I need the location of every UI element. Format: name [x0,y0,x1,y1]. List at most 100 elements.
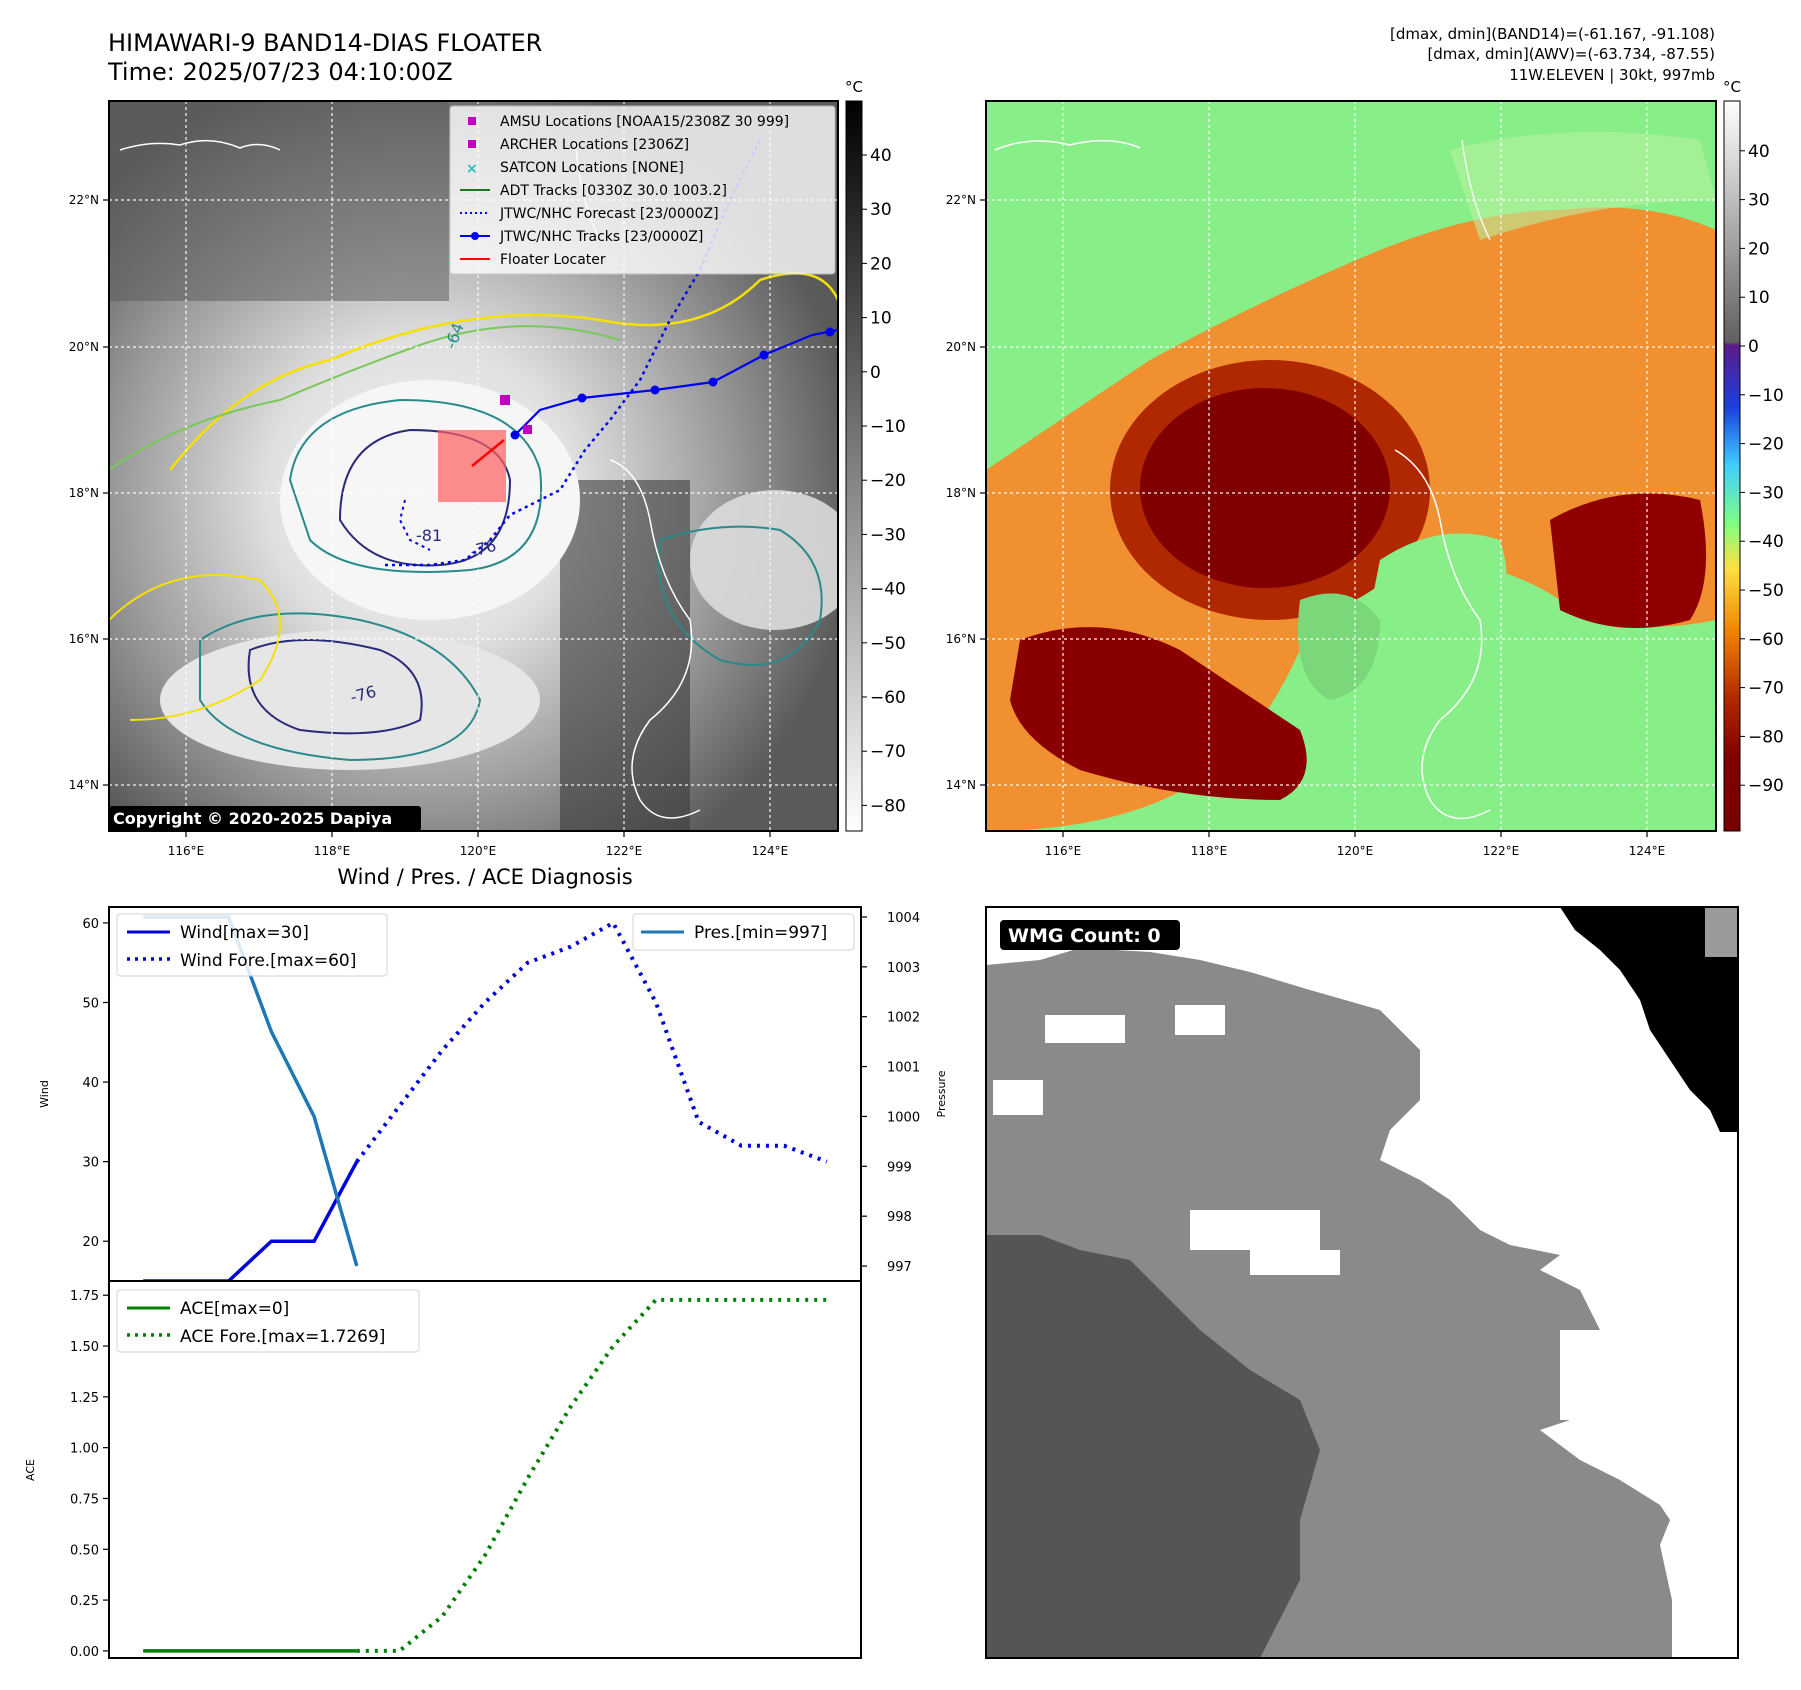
lat-tick-label: 18°N [946,486,976,500]
lon-tick-label: 118°E [1191,844,1228,858]
legend-tracks: JTWC/NHC Tracks [23/0000Z] [499,229,703,245]
colorbar-tick-label: −40 [1748,532,1784,552]
lon-tick-label: 118°E [314,844,351,858]
pressure-axis-label: Pressure [935,1070,948,1117]
legend-archer-marker [468,140,476,148]
lon-tick-label: 120°E [460,844,497,858]
ace-ytick-label: 0.00 [70,1645,99,1660]
series-ace-fore [356,1297,827,1653]
series-wind [143,1160,359,1281]
amsu-location [500,395,510,405]
colorbar-tick-label: −90 [1748,776,1784,796]
colorbar-tick-label: −60 [870,688,906,708]
ir-colorbar-unit: °C [845,78,863,96]
colorbar-tick-label: 10 [1748,288,1770,308]
lon-tick-label: 116°E [1045,844,1082,858]
colorbar-tick-label: −10 [1748,386,1784,406]
legend-satcon-marker: × [466,161,478,177]
legend-wind-fore: Wind Fore.[max=60] [180,951,356,971]
ace-ytick-label: 1.50 [70,1340,99,1355]
ace-ytick-label: 1.75 [70,1289,99,1304]
wind-axis-label: Wind [38,1080,51,1108]
lon-tick-label: 122°E [1483,844,1520,858]
ir-map-panel: -64 -81 -76 -76 AMSU Locations [NOAA15/2… [109,101,838,831]
lat-tick-label: 14°N [946,778,976,792]
colorbar-tick-label: 0 [870,363,881,383]
pressure-ytick-label: 999 [887,1160,912,1175]
colorbar-tick-label: −50 [870,634,906,654]
lon-tick-label: 122°E [606,844,643,858]
jtwc-forecast-track [385,139,762,567]
colorbar-tick-label: 40 [1748,142,1770,162]
map-legend: AMSU Locations [NOAA15/2308Z 30 999] ARC… [449,105,836,275]
ace-ytick-label: 0.50 [70,1543,99,1558]
track-point [577,393,587,403]
pressure-legend: Pres.[min=997] [632,913,855,951]
pressure-ytick-label: 1004 [887,911,920,926]
colorbar-tick-label: −80 [870,796,906,816]
figure-time: Time: 2025/07/23 04:10:00Z [107,58,453,86]
info-storm: 11W.ELEVEN | 30kt, 997mb [1509,66,1715,84]
floater-locater-line [471,439,505,467]
info-band14-range: [dmax, dmin](BAND14)=(-61.167, -91.108) [1390,25,1715,43]
track-point [708,377,718,387]
awv-colorbar [1723,100,1741,832]
jtwc-track [514,328,838,436]
awv-map-panel [986,101,1716,831]
ace-ytick-label: 0.75 [70,1492,99,1507]
wmg-frame [985,906,1739,1659]
lon-tick-label: 124°E [1629,844,1666,858]
colorbar-tick-label: −80 [1748,727,1784,747]
track-point [510,430,520,440]
series-wind-fore [355,920,828,1164]
lat-tick-label: 22°N [946,193,976,207]
diagnosis-title: Wind / Pres. / ACE Diagnosis [337,865,632,889]
colorbar-tick-label: −30 [870,525,906,545]
wind-ytick-label: 60 [82,917,99,932]
colorbar-tick-label: −20 [870,471,906,491]
colorbar-tick-label: −40 [870,580,906,600]
info-awv-range: [dmax, dmin](AWV)=(-63.734, -87.55) [1427,45,1715,63]
lat-tick-label: 22°N [69,193,99,207]
track-point [825,327,835,337]
lon-tick-label: 120°E [1337,844,1374,858]
lat-tick-label: 18°N [69,486,99,500]
legend-ace: ACE[max=0] [180,1299,289,1319]
wmg-count-label: WMG Count: 0 [1008,925,1161,947]
ace-axis-label: ACE [24,1459,37,1481]
ace-ytick-label: 1.25 [70,1391,99,1406]
legend-archer: ARCHER Locations [2306Z] [500,137,689,153]
lat-tick-label: 14°N [69,778,99,792]
pressure-ytick-label: 1002 [887,1011,920,1026]
colorbar-tick-label: 0 [1748,337,1759,357]
wmg-panel [986,907,1738,1658]
wind-ytick-label: 20 [82,1235,99,1250]
archer-location [523,425,532,434]
pressure-ytick-label: 997 [887,1260,912,1275]
ace-ytick-label: 1.00 [70,1442,99,1457]
ace-ytick-label: 0.25 [70,1594,99,1609]
colorbar-tick-label: 30 [870,200,892,220]
pressure-ytick-label: 1000 [887,1110,920,1125]
colorbar-tick-label: 20 [870,254,892,274]
ir-map-frame [108,100,839,832]
lon-tick-label: 116°E [168,844,205,858]
legend-tracks-marker [471,232,479,240]
legend-amsu-marker [468,117,476,125]
wind-ytick-label: 40 [82,1076,99,1091]
ir-colorbar-ticks: 40 30 20 10 0 −10 −20 −30 −40 −50 −60 −70 −80 [862,146,906,816]
colorbar-tick-label: −10 [870,417,906,437]
awv-colorbar-ticks: 40 30 20 10 0 −10 −20 −30 −40 −50 −60 −70 −80 −90 [1740,142,1784,796]
awv-colorbar-unit: °C [1723,78,1741,96]
colorbar-tick-label: −50 [1748,581,1784,601]
legend-adt: ADT Tracks [0330Z 30.0 1003.2] [500,183,727,199]
lat-tick-label: 20°N [69,340,99,354]
ace-legend: ACE[max=0] ACE Fore.[max=1.7269] [116,1289,420,1353]
track-point [759,350,769,360]
map-axis-ticks: 116°E 118°E 120°E 122°E 124°E 22°N 20°N 18°N 16°… [69,193,1666,858]
pressure-ytick-label: 1001 [887,1061,920,1076]
copyright-label: Copyright © 2020-2025 Dapiya [113,809,392,828]
colorbar-tick-label: −20 [1748,435,1784,455]
awv-map-frame [985,100,1717,832]
lat-tick-label: 16°N [946,632,976,646]
